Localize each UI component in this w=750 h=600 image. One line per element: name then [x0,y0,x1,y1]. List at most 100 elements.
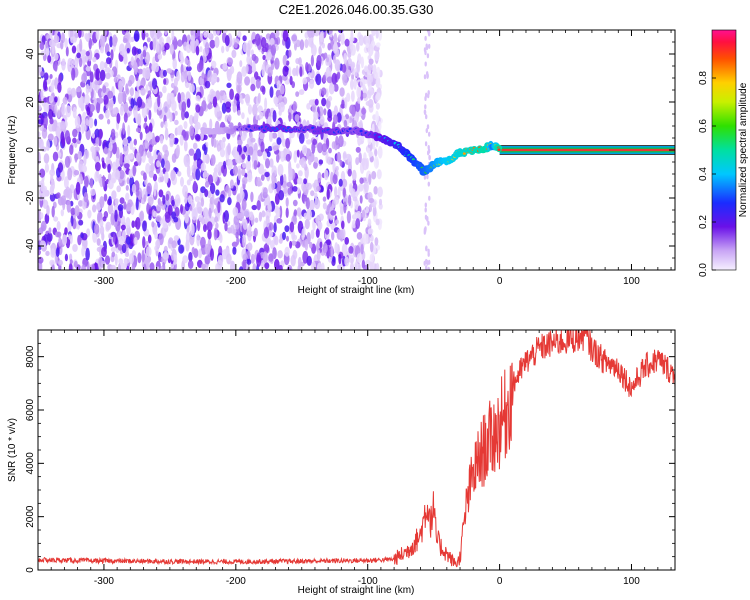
heatmap-cell [291,240,297,246]
heatmap-cell [194,196,200,203]
heatmap-cell [343,201,347,214]
heatmap-cell [171,251,175,261]
heatmap-cell [187,260,194,269]
heatmap-cell [276,153,280,163]
heatmap-cell [306,103,311,110]
heatmap-cell [261,86,266,95]
heatmap-cell [164,121,168,129]
signal-point-core [497,148,501,151]
heatmap-cell [232,246,237,255]
heatmap-cell [188,148,195,156]
colorbar-label: Normalized spectral amplitude [738,82,749,217]
heatmap-cell [61,102,66,116]
heatmap-cell [94,118,98,127]
heatmap-cell [56,231,62,238]
heatmap-cell [112,233,116,243]
heatmap-cell [210,154,216,167]
heatmap-cell [99,128,103,140]
heatmap-cell [356,41,360,52]
heatmap-cell [315,228,320,238]
heatmap-cell [176,125,183,136]
heatmap-cell [63,176,69,189]
heatmap-cell [269,131,273,143]
heatmap-cell [227,57,234,66]
heatmap-cell [352,169,357,181]
heatmap-cell [305,131,309,139]
y-tick-label: 40 [25,48,36,60]
heatmap-cell [277,250,283,259]
heatmap-cell [288,166,293,178]
heatmap-cell [204,42,210,55]
heatmap-cell [350,61,356,69]
heatmap-cell [174,119,179,126]
heatmap-cell [71,67,76,81]
heatmap-cell [428,259,431,265]
heatmap-cell [90,146,96,153]
heatmap-cell [153,210,157,218]
heatmap-cell [210,94,214,101]
heatmap-cell [53,216,59,222]
heatmap-cell [99,196,105,209]
heatmap-cell [250,76,256,85]
heatmap-cell [222,62,228,70]
heatmap-cell [214,207,218,217]
heatmap-cell [342,75,348,86]
heatmap-cell [263,187,268,196]
y-tick-label: 8000 [25,345,36,368]
heatmap-cell [240,186,243,197]
heatmap-cell [111,190,117,200]
heatmap-cell [255,79,261,89]
heatmap-cell [320,30,324,37]
heatmap-cell [375,30,379,39]
heatmap-cell [277,164,284,176]
heatmap-cell [372,205,377,217]
heatmap-cell [72,244,78,252]
heatmap-cell [136,96,143,108]
heatmap-cell [190,223,195,236]
heatmap-cell [362,233,369,245]
heatmap-cell [137,113,142,126]
heatmap-cell [54,61,58,72]
heatmap-cell [167,204,173,216]
heatmap-cell [40,179,45,192]
heatmap-cell [302,77,308,85]
heatmap-cell [164,42,170,51]
heatmap-cell [99,219,104,228]
heatmap-cell [103,193,108,202]
heatmap-cell [292,186,298,192]
heatmap-cell [351,73,355,81]
heatmap-cell [64,253,68,262]
heatmap-cell [195,168,201,181]
heatmap-cell [219,233,223,244]
heatmap-cell [371,30,376,37]
heatmap-cell [204,255,211,265]
heatmap-cell [147,96,152,108]
heatmap-cell [196,62,203,73]
heatmap-cell [65,46,69,57]
heatmap-cell [272,110,277,123]
heatmap-cell [358,152,362,164]
heatmap-cell [219,194,225,203]
heatmap-cell [78,219,84,226]
heatmap-cell [135,127,141,133]
heatmap-cell [242,253,248,261]
heatmap-cell [221,165,225,174]
heatmap-cell [357,136,361,146]
heatmap-cell [347,168,352,177]
heatmap-cell [145,132,152,142]
heatmap-cell [256,200,261,211]
heatmap-cell [256,254,262,267]
heatmap-cell [117,243,123,251]
heatmap-cell [262,151,267,161]
heatmap-cell [335,219,339,225]
spectrogram-heatmap [38,30,431,270]
heatmap-cell [260,174,265,181]
heatmap-cell [241,66,247,77]
heatmap-cell [162,252,169,260]
heatmap-cell [233,42,238,49]
heatmap-cell [213,138,217,148]
heatmap-cell [295,65,299,77]
heatmap-cell [423,74,427,80]
heatmap-cell [261,210,266,218]
